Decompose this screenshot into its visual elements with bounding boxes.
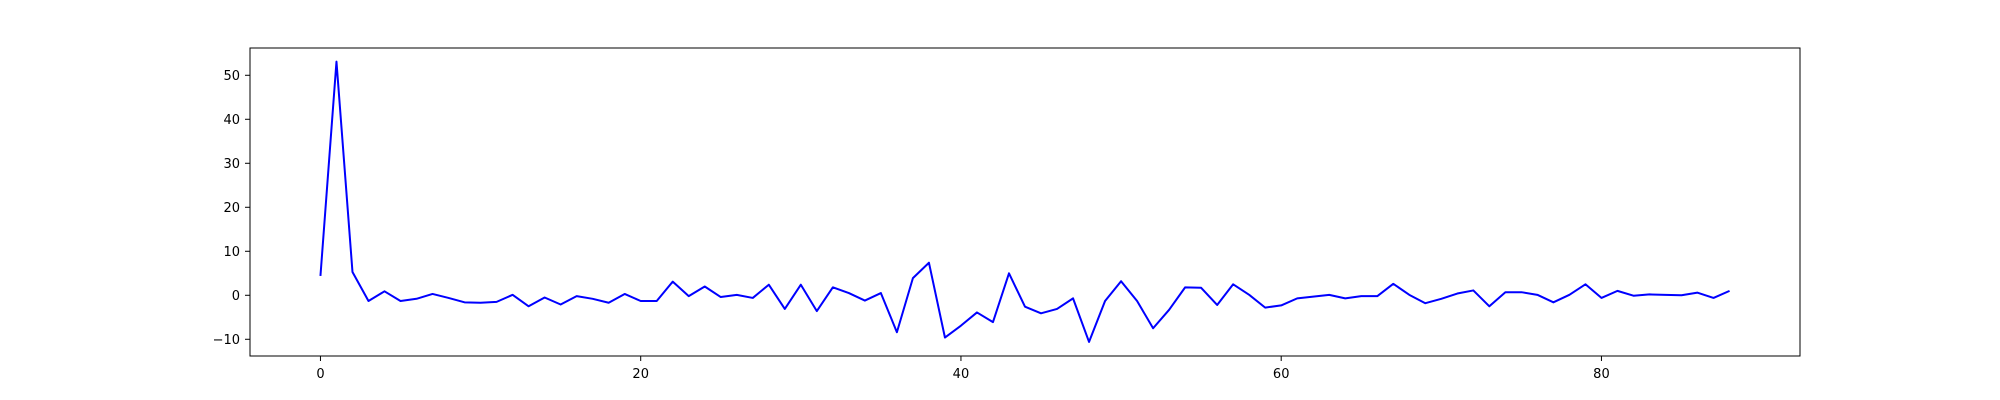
y-tick-label: −10 xyxy=(213,333,240,348)
x-tick-label: 60 xyxy=(1273,367,1290,382)
y-tick-label: 20 xyxy=(223,201,240,216)
x-tick-label: 20 xyxy=(632,367,649,382)
y-tick-label: 10 xyxy=(223,245,240,260)
x-tick-label: 0 xyxy=(316,367,324,382)
axes-frame xyxy=(249,47,1801,357)
x-tick-label: 40 xyxy=(953,367,970,382)
y-tick-label: 40 xyxy=(223,113,240,128)
y-tick-label: 50 xyxy=(223,69,240,84)
y-axis: −10 0 10 20 30 40 50 xyxy=(213,69,250,348)
x-tick-label: 80 xyxy=(1593,367,1610,382)
y-tick-label: 0 xyxy=(232,289,240,304)
plot-area xyxy=(319,60,1730,343)
x-axis: 0 20 40 60 80 xyxy=(316,356,1610,382)
series-line-0 xyxy=(319,60,1730,343)
y-tick-label: 30 xyxy=(223,157,240,172)
